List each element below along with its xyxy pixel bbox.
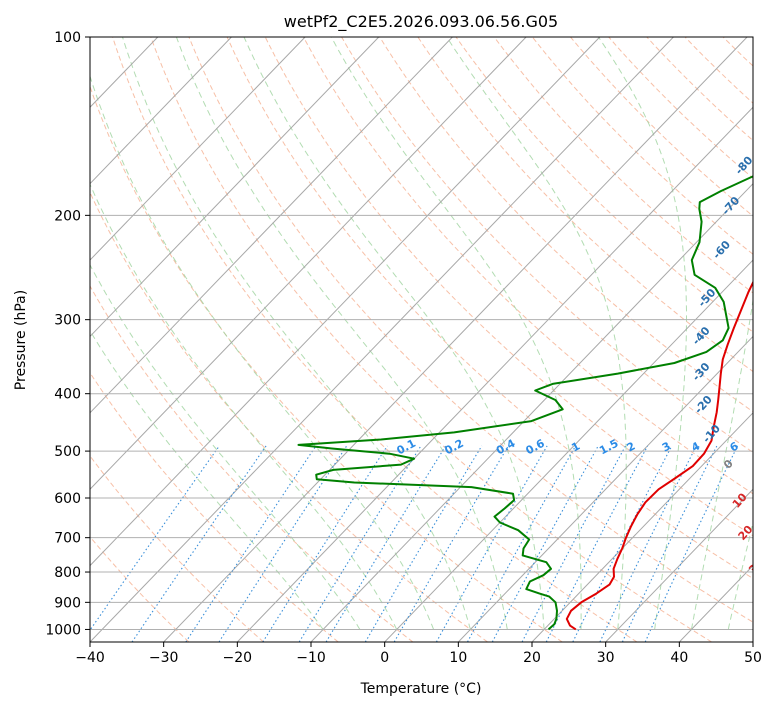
y-tick-label: 100: [54, 30, 81, 46]
x-tick-label: −40: [75, 650, 105, 666]
y-tick-label: 1000: [45, 622, 81, 638]
x-tick-label: 0: [380, 650, 389, 666]
x-tick-label: 10: [449, 650, 467, 666]
y-tick-label: 900: [54, 595, 81, 611]
y-tick-label: 300: [54, 313, 81, 329]
x-tick-label: −20: [223, 650, 253, 666]
x-tick-label: 30: [597, 650, 615, 666]
y-tick-label: 500: [54, 444, 81, 460]
y-tick-label: 600: [54, 491, 81, 507]
y-axis-title: Pressure (hPa): [13, 290, 29, 390]
y-tick-label: 200: [54, 208, 81, 224]
x-tick-label: 20: [523, 650, 541, 666]
x-axis-title: Temperature (°C): [360, 681, 482, 697]
x-tick-label: −10: [296, 650, 326, 666]
y-tick-label: 400: [54, 387, 81, 403]
y-tick-label: 700: [54, 531, 81, 547]
chart-title: wetPf2_C2E5.2026.093.06.56.G05: [284, 12, 558, 32]
x-tick-label: 50: [744, 650, 762, 666]
y-tick-label: 800: [54, 565, 81, 581]
x-tick-label: −30: [149, 650, 179, 666]
x-tick-label: 40: [670, 650, 688, 666]
